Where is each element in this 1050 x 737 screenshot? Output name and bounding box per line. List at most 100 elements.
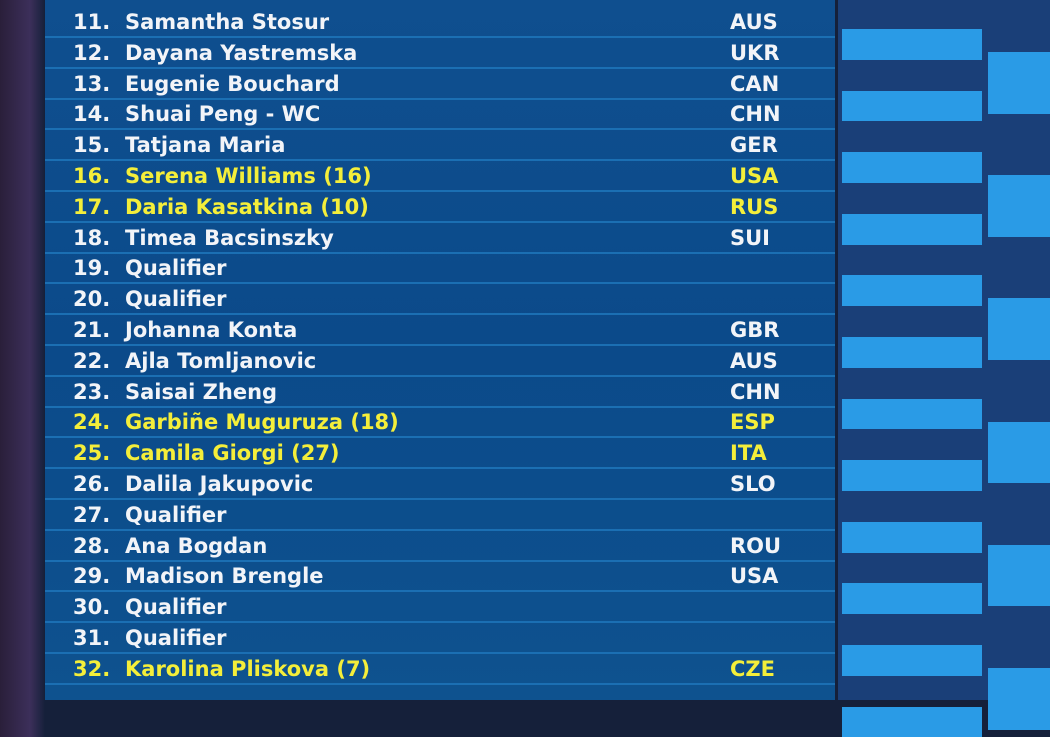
player-name: Timea Bacsinszky xyxy=(125,225,334,250)
seed-number: 17. xyxy=(73,194,111,219)
country-code: CAN xyxy=(730,71,780,96)
seed-number: 11. xyxy=(73,10,111,34)
draw-row: 15. Tatjana Maria GER xyxy=(45,130,835,162)
seed-number: 15. xyxy=(73,133,111,158)
bracket-slot xyxy=(842,213,982,245)
player-name: Daria Kasatkina (10) xyxy=(125,194,369,219)
seed-number: 14. xyxy=(73,102,111,127)
seed-number: 16. xyxy=(73,164,111,188)
draw-row: 28. Ana Bogdan ROU xyxy=(45,531,835,562)
draw-row: 25. Camila Giorgi (27) ITA xyxy=(45,438,835,470)
bracket-slot xyxy=(842,521,982,553)
country-code: SUI xyxy=(730,225,770,250)
seed-number: 24. xyxy=(73,410,111,435)
bracket-slot xyxy=(842,398,982,430)
player-name: Qualifier xyxy=(125,502,227,527)
seed-number: 26. xyxy=(73,472,111,496)
draw-row: 18. Timea Bacsinszky SUI xyxy=(45,223,835,254)
player-name: Tatjana Maria xyxy=(125,133,286,158)
country-code: AUS xyxy=(730,348,778,373)
draw-row: 29. Madison Brengle USA xyxy=(45,561,835,593)
country-code: UKR xyxy=(730,40,780,65)
country-code: GBR xyxy=(730,318,780,342)
seed-number: 29. xyxy=(73,564,111,589)
seed-number: 22. xyxy=(73,348,111,373)
country-code: CHN xyxy=(730,379,781,404)
draw-row: 14. Shuai Peng - WC CHN xyxy=(45,99,835,131)
seed-number: 30. xyxy=(73,595,111,620)
country-code: SLO xyxy=(730,472,776,496)
seed-number: 25. xyxy=(73,441,111,466)
seed-number: 12. xyxy=(73,40,111,65)
draw-row: 17. Daria Kasatkina (10) RUS xyxy=(45,192,835,223)
seed-number: 18. xyxy=(73,225,111,250)
draw-row: 26. Dalila Jakupovic SLO xyxy=(45,469,835,500)
seed-number: 13. xyxy=(73,71,111,96)
country-code: RUS xyxy=(730,194,779,219)
player-name: Dalila Jakupovic xyxy=(125,472,314,496)
bracket-slot xyxy=(842,583,982,615)
draw-row: 24. Garbiñe Muguruza (18) ESP xyxy=(45,407,835,439)
player-name: Qualifier xyxy=(125,287,227,312)
draw-row: 32. Karolina Pliskova (7) CZE xyxy=(45,654,835,685)
bracket-slot xyxy=(988,52,1050,114)
player-name: Shuai Peng - WC xyxy=(125,102,321,127)
player-name: Camila Giorgi (27) xyxy=(125,441,340,466)
seed-number: 19. xyxy=(73,256,111,281)
bracket-slot xyxy=(988,544,1050,607)
player-name: Ana Bogdan xyxy=(125,533,268,558)
player-name: Qualifier xyxy=(125,626,227,650)
draw-row: 20. Qualifier xyxy=(45,284,835,316)
draw-row: 30. Qualifier xyxy=(45,592,835,624)
country-code: CHN xyxy=(730,102,781,127)
country-code: ITA xyxy=(730,441,767,466)
player-name: Serena Williams (16) xyxy=(125,164,372,188)
draw-row: 11. Samantha Stosur AUS xyxy=(45,7,835,38)
bracket-slot xyxy=(842,706,982,737)
player-name: Ajla Tomljanovic xyxy=(125,348,317,373)
draw-row: 13. Eugenie Bouchard CAN xyxy=(45,69,835,100)
country-code: ESP xyxy=(730,410,775,435)
draw-panel: 11. Samantha Stosur AUS 12. Dayana Yastremsk… xyxy=(45,0,835,700)
player-name: Eugenie Bouchard xyxy=(125,71,340,96)
draw-row: 31. Qualifier xyxy=(45,623,835,654)
bracket-slot xyxy=(842,90,982,122)
bracket xyxy=(838,0,1050,737)
draw-row: 22. Ajla Tomljanovic AUS xyxy=(45,346,835,377)
bracket-slot xyxy=(988,421,1050,484)
country-code: USA xyxy=(730,564,779,589)
bracket-slot xyxy=(842,337,982,368)
seed-number: 27. xyxy=(73,502,111,527)
draw-row: 19. Qualifier xyxy=(45,253,835,285)
bracket-slot xyxy=(842,29,982,60)
draw-row: 21. Johanna Konta GBR xyxy=(45,315,835,346)
draw-row: 12. Dayana Yastremska UKR xyxy=(45,38,835,69)
draw-row: 23. Saisai Zheng CHN xyxy=(45,377,835,408)
seed-number: 31. xyxy=(73,626,111,650)
bracket-slot xyxy=(842,460,982,491)
player-name: Madison Brengle xyxy=(125,564,324,589)
bracket-slot xyxy=(842,275,982,307)
country-code: USA xyxy=(730,164,779,188)
player-name: Johanna Konta xyxy=(125,318,298,342)
player-name: Samantha Stosur xyxy=(125,10,330,34)
draw-row: 16. Serena Williams (16) USA xyxy=(45,161,835,192)
player-name: Qualifier xyxy=(125,256,227,281)
draw-row: 27. Qualifier xyxy=(45,500,835,531)
seed-number: 23. xyxy=(73,379,111,404)
country-code: CZE xyxy=(730,656,775,681)
player-name: Garbiñe Muguruza (18) xyxy=(125,410,399,435)
seed-number: 21. xyxy=(73,318,111,342)
seed-number: 28. xyxy=(73,533,111,558)
country-code: AUS xyxy=(730,10,778,34)
seed-number: 32. xyxy=(73,656,111,681)
bracket-slot xyxy=(988,175,1050,237)
bracket-slot xyxy=(842,645,982,676)
country-code: ROU xyxy=(730,533,782,558)
seed-number: 20. xyxy=(73,287,111,312)
bracket-slot xyxy=(842,152,982,183)
player-name: Karolina Pliskova (7) xyxy=(125,656,371,681)
country-code: GER xyxy=(730,133,778,158)
bracket-slot xyxy=(988,298,1050,360)
